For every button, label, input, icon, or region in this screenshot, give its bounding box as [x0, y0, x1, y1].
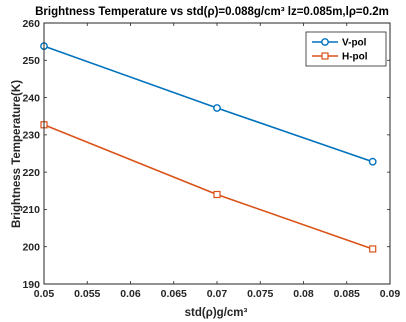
y-tick-label: 210 — [22, 204, 40, 216]
y-tick-label: 230 — [22, 130, 40, 142]
series-v-pol — [40, 42, 377, 166]
series-layer — [40, 42, 377, 253]
x-tick-label: 0.065 — [161, 288, 187, 300]
y-tick-label: 220 — [22, 167, 40, 179]
x-tick-label: 0.075 — [247, 288, 273, 300]
data-point — [213, 190, 221, 199]
y-tick-label: 200 — [22, 242, 40, 254]
x-tick-label: 0.055 — [74, 288, 100, 300]
data-point — [368, 157, 377, 166]
y-tick-label: 190 — [22, 279, 40, 291]
x-tick-label: 0.06 — [120, 288, 141, 300]
legend-box — [305, 31, 387, 67]
y-axis: 190 200 210 220 230 240 250 260 — [22, 18, 390, 291]
x-axis-label: std(ρ)g/cm³ — [185, 307, 248, 319]
x-axis: 0.05 0.055 0.06 0.065 0.07 0.075 0.08 0.085 0.09 — [34, 23, 401, 300]
y-tick-label: 240 — [22, 92, 40, 104]
x-tick-label: 0.08 — [293, 288, 314, 300]
data-point — [213, 104, 221, 112]
legend-marker-v-pol — [321, 38, 329, 46]
chart-title: Brightness Temperature vs std(ρ)=0.088g/… — [35, 6, 389, 18]
x-tick-label: 0.05 — [34, 288, 55, 300]
legend: V-pol H-pol — [305, 31, 387, 67]
y-tick-label: 250 — [22, 55, 40, 67]
legend-marker-h-pol — [321, 52, 329, 60]
axes-box — [43, 22, 391, 285]
data-point — [369, 245, 377, 253]
y-tick-label: 260 — [22, 18, 40, 30]
x-tick-label: 0.09 — [380, 288, 401, 300]
x-tick-label: 0.07 — [207, 288, 228, 300]
y-axis-label: Brightness Temperature(K) — [11, 80, 23, 228]
legend-label-h-pol: H-pol — [342, 52, 368, 63]
legend-label-v-pol: V-pol — [342, 38, 367, 49]
x-tick-label: 0.085 — [334, 288, 360, 300]
